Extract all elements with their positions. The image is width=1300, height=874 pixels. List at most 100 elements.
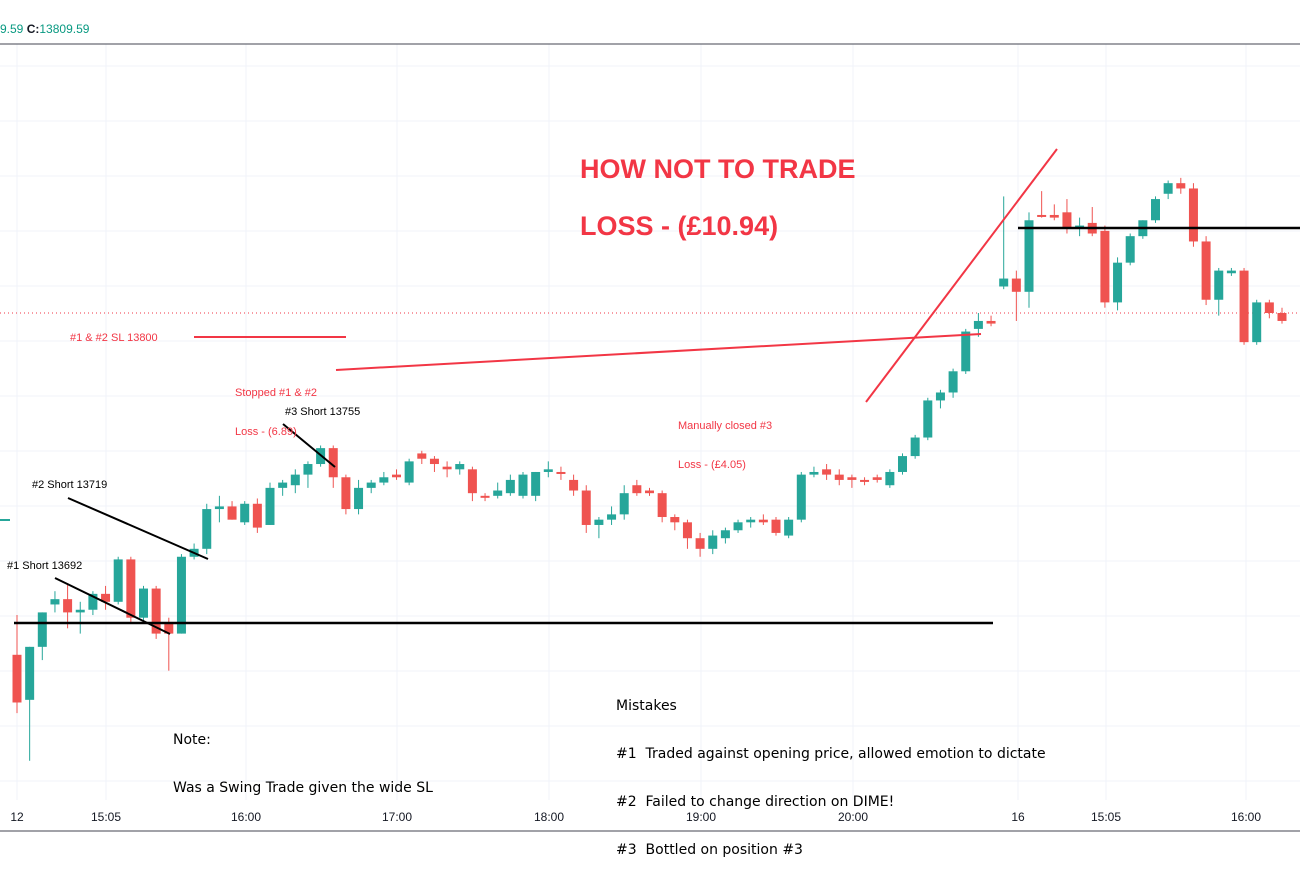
candle[interactable] xyxy=(176,554,186,634)
candle[interactable] xyxy=(341,474,351,515)
candle[interactable] xyxy=(1201,236,1211,306)
candle[interactable] xyxy=(151,585,161,639)
candle[interactable] xyxy=(379,471,389,486)
candle[interactable] xyxy=(202,503,212,555)
candle[interactable] xyxy=(113,556,123,605)
candle[interactable] xyxy=(37,612,47,661)
candle[interactable] xyxy=(480,493,490,502)
candle[interactable] xyxy=(88,591,98,616)
candle[interactable] xyxy=(139,585,148,623)
candle[interactable] xyxy=(126,556,136,623)
candle[interactable] xyxy=(1049,204,1059,221)
candle[interactable] xyxy=(1011,270,1021,321)
candle[interactable] xyxy=(847,474,857,488)
candle[interactable] xyxy=(392,469,401,480)
candle[interactable] xyxy=(303,461,313,488)
candle[interactable] xyxy=(885,469,895,488)
candle[interactable] xyxy=(948,368,958,398)
candle[interactable] xyxy=(860,477,870,486)
candle[interactable] xyxy=(607,506,617,525)
manual-close-trend-line[interactable] xyxy=(865,148,1058,403)
candle[interactable] xyxy=(63,583,73,629)
candle[interactable] xyxy=(1138,220,1148,239)
candle[interactable] xyxy=(455,461,465,475)
candle[interactable] xyxy=(101,585,111,610)
candle[interactable] xyxy=(265,482,275,525)
candle-series[interactable] xyxy=(12,177,1287,761)
candle[interactable] xyxy=(999,196,1009,290)
candle[interactable] xyxy=(898,453,907,475)
candle[interactable] xyxy=(1125,233,1135,266)
candle[interactable] xyxy=(493,482,503,499)
candle[interactable] xyxy=(645,487,654,496)
candle[interactable] xyxy=(543,461,553,478)
candle[interactable] xyxy=(1037,191,1047,218)
candle[interactable] xyxy=(632,479,642,496)
candle[interactable] xyxy=(834,469,844,486)
candle[interactable] xyxy=(986,315,996,327)
candle[interactable] xyxy=(822,464,832,480)
candle[interactable] xyxy=(796,471,806,523)
candle[interactable] xyxy=(872,474,882,483)
candle[interactable] xyxy=(1151,196,1160,223)
candle[interactable] xyxy=(708,530,718,555)
candle[interactable] xyxy=(1163,180,1173,200)
candle[interactable] xyxy=(214,495,224,523)
candle[interactable] xyxy=(581,485,591,533)
candle[interactable] xyxy=(695,532,705,557)
candle[interactable] xyxy=(1024,212,1034,308)
candle[interactable] xyxy=(758,514,768,525)
candle[interactable] xyxy=(252,498,262,533)
candle[interactable] xyxy=(505,474,515,496)
candle[interactable] xyxy=(1100,225,1110,308)
candle[interactable] xyxy=(1277,307,1287,324)
candle[interactable] xyxy=(670,514,680,531)
candle[interactable] xyxy=(518,471,528,499)
candle[interactable] xyxy=(404,458,414,486)
candle[interactable] xyxy=(657,490,667,523)
candle[interactable] xyxy=(278,479,288,496)
candle[interactable] xyxy=(290,469,300,494)
candle[interactable] xyxy=(227,501,237,520)
candle[interactable] xyxy=(910,434,920,459)
candle[interactable] xyxy=(961,328,971,374)
candle[interactable] xyxy=(12,615,22,714)
candle[interactable] xyxy=(1264,299,1274,319)
candle[interactable] xyxy=(809,466,819,478)
candle[interactable] xyxy=(594,517,604,539)
short2-trend-line[interactable] xyxy=(67,497,209,560)
candle[interactable] xyxy=(1252,299,1262,345)
candle[interactable] xyxy=(1113,257,1123,311)
candle[interactable] xyxy=(1226,267,1236,276)
candle[interactable] xyxy=(75,601,85,634)
candle[interactable] xyxy=(467,466,477,502)
candle[interactable] xyxy=(784,517,794,539)
candle[interactable] xyxy=(935,389,945,409)
candle[interactable] xyxy=(973,313,983,337)
short1-trend-line[interactable] xyxy=(54,577,171,635)
candle[interactable] xyxy=(1239,267,1249,345)
candle[interactable] xyxy=(771,517,781,536)
candle[interactable] xyxy=(429,456,439,472)
candle[interactable] xyxy=(417,450,427,465)
candle[interactable] xyxy=(746,517,756,528)
candle[interactable] xyxy=(354,479,364,515)
candle[interactable] xyxy=(556,466,566,480)
candle[interactable] xyxy=(720,527,730,544)
candle[interactable] xyxy=(1176,177,1186,194)
candle[interactable] xyxy=(619,485,629,520)
candle[interactable] xyxy=(240,501,250,525)
candle[interactable] xyxy=(1087,207,1097,237)
candle[interactable] xyxy=(531,471,541,502)
candle[interactable] xyxy=(733,519,743,533)
candle[interactable] xyxy=(1188,183,1198,247)
candle[interactable] xyxy=(682,519,692,549)
candle[interactable] xyxy=(50,591,60,613)
short3-trend-line[interactable] xyxy=(282,423,336,468)
candle[interactable] xyxy=(442,461,452,478)
candle[interactable] xyxy=(164,617,174,671)
candle[interactable] xyxy=(923,397,933,441)
candle[interactable] xyxy=(366,479,376,494)
stopped-trend-line[interactable] xyxy=(335,333,982,371)
